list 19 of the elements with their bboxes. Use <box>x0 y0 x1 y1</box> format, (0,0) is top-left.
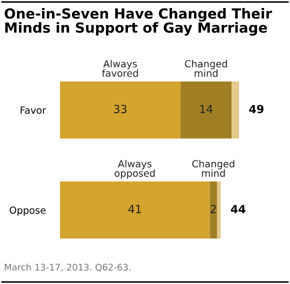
annotation: Always opposed <box>114 160 155 179</box>
data-label: 14 <box>200 104 213 114</box>
data-label: 33 <box>114 104 126 114</box>
annotation: Changed mind <box>192 160 234 177</box>
total-label: 49 <box>249 104 264 114</box>
y-tick-label: Favor <box>20 106 46 114</box>
text: March 13-17, 2013. Q62-63. <box>4 264 130 272</box>
bar <box>217 182 221 238</box>
annotation: Changed mind <box>184 60 227 77</box>
bar <box>210 182 218 238</box>
bar <box>232 82 239 138</box>
total-label: 44 <box>230 204 246 214</box>
annotation: Always favored <box>102 60 138 77</box>
chart-title: One-in-Seven Have Changed Their Minds in Support of Gay Marriage <box>4 8 272 36</box>
data-label: 41 <box>128 204 141 214</box>
bar <box>180 82 232 138</box>
y-tick-label: Oppose <box>10 206 46 216</box>
bar <box>60 82 181 138</box>
data-label: 2 <box>210 204 216 214</box>
